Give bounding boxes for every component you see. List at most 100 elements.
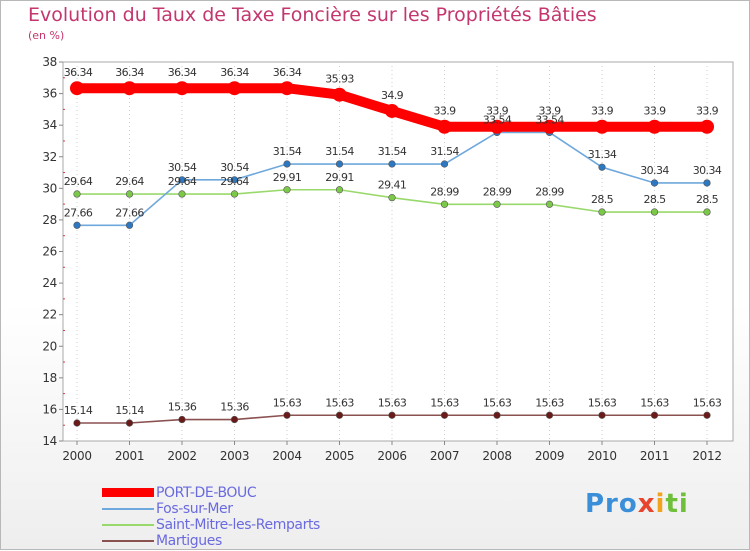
data-label: 15.36 [220, 401, 249, 414]
x-tick-label: 2011 [640, 449, 669, 463]
y-tick-label: 38 [42, 55, 57, 69]
data-point [388, 411, 396, 419]
data-point [332, 87, 347, 102]
data-label: 29.64 [168, 175, 197, 188]
data-point [598, 411, 606, 419]
data-point [440, 160, 449, 168]
data-label: 36.34 [115, 66, 144, 79]
data-point [335, 160, 344, 168]
data-label: 28.5 [643, 193, 666, 206]
data-label: 36.34 [64, 66, 93, 79]
data-label: 28.99 [483, 185, 512, 198]
data-point [388, 160, 396, 168]
data-point [230, 176, 239, 184]
x-tick-label: 2000 [62, 449, 91, 463]
data-label: 15.63 [640, 396, 669, 409]
data-label: 15.63 [430, 396, 459, 409]
data-point [650, 179, 659, 187]
data-label: 28.99 [535, 185, 564, 198]
data-point [490, 119, 504, 134]
x-tick-label: 2006 [377, 449, 406, 463]
legend-swatch [102, 540, 154, 542]
data-point [493, 200, 501, 208]
data-point [703, 411, 711, 419]
data-label: 33.9 [433, 105, 456, 118]
legend-label: PORT-DE-BOUC [156, 485, 257, 501]
data-point [650, 411, 659, 419]
data-label: 15.63 [483, 396, 512, 409]
data-point [73, 221, 81, 229]
legend-label: Martigues [156, 533, 222, 549]
data-point [703, 208, 711, 216]
x-tick-label: 2008 [482, 449, 511, 463]
data-point [230, 415, 239, 424]
x-tick-label: 2005 [325, 449, 354, 463]
x-tick-label: 2004 [272, 449, 301, 463]
data-point [227, 81, 242, 96]
data-point [73, 419, 81, 427]
data-point [650, 208, 659, 216]
data-label: 33.9 [696, 105, 719, 118]
proxiti-logo[interactable]: Proxiti [585, 489, 689, 519]
data-point [122, 81, 137, 96]
legend-label: Fos-sur-Mer [156, 501, 233, 517]
data-point [178, 415, 186, 424]
data-label: 33.9 [486, 105, 509, 118]
data-label: 30.54 [168, 161, 197, 174]
data-label: 15.14 [64, 404, 93, 417]
y-tick-label: 36 [42, 87, 57, 101]
data-label: 27.66 [64, 206, 93, 219]
data-point [178, 176, 186, 184]
data-label: 30.34 [693, 164, 722, 177]
data-label: 29.91 [273, 171, 302, 184]
x-tick-label: 2012 [692, 449, 721, 463]
data-point [125, 190, 134, 198]
data-label: 31.34 [588, 148, 617, 161]
data-point [647, 119, 662, 134]
data-point [280, 81, 294, 96]
data-label: 33.54 [483, 113, 512, 126]
data-label: 29.64 [220, 175, 249, 188]
data-point [125, 419, 134, 427]
data-label: 31.54 [430, 145, 459, 158]
data-point [545, 411, 554, 419]
data-label: 36.34 [220, 66, 249, 79]
x-tick-label: 2001 [115, 449, 144, 463]
y-tick-label: 30 [42, 181, 57, 195]
data-point [388, 194, 396, 202]
data-label: 33.9 [538, 105, 561, 118]
data-label: 29.64 [115, 175, 144, 188]
data-point [437, 119, 452, 134]
data-label: 33.9 [643, 105, 666, 118]
legend-label: Saint-Mitre-les-Remparts [156, 517, 320, 533]
data-point [493, 411, 501, 419]
data-label: 29.91 [325, 171, 354, 184]
data-label: 15.63 [378, 396, 407, 409]
x-tick-label: 2010 [587, 449, 616, 463]
data-label: 15.63 [273, 396, 302, 409]
data-point [125, 221, 134, 229]
data-label: 15.63 [535, 396, 564, 409]
data-point [700, 119, 714, 134]
legend-swatch [102, 524, 154, 526]
data-label: 15.63 [693, 396, 722, 409]
data-point [440, 200, 449, 208]
y-tick-label: 18 [42, 371, 57, 385]
y-tick-label: 34 [42, 118, 57, 132]
y-tick-label: 26 [42, 245, 57, 259]
data-label: 28.5 [591, 193, 614, 206]
data-label: 15.36 [168, 401, 197, 414]
y-tick-label: 16 [42, 402, 57, 416]
data-label: 28.5 [696, 193, 719, 206]
data-label: 29.41 [378, 179, 407, 192]
x-tick-label: 2003 [220, 449, 249, 463]
data-label: 31.54 [273, 145, 302, 158]
data-point [230, 190, 239, 198]
legend-swatch [102, 508, 154, 510]
y-tick-label: 22 [42, 308, 57, 322]
y-tick-label: 24 [42, 276, 57, 290]
data-label: 29.64 [64, 175, 93, 188]
data-label: 30.34 [640, 164, 669, 177]
plot-area [62, 61, 734, 442]
